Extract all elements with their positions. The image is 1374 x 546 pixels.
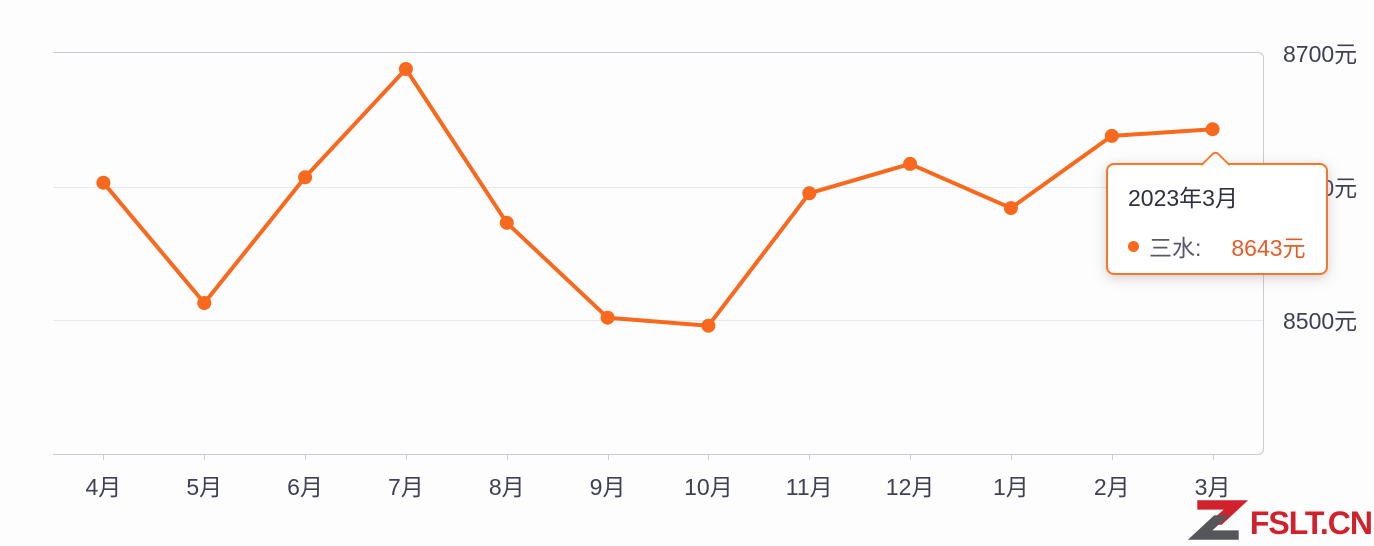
x-axis-label: 11月	[785, 474, 833, 500]
x-axis-tick	[809, 454, 811, 460]
data-point[interactable]	[600, 310, 615, 325]
x-axis-label: 5月	[186, 474, 223, 500]
fslt-logo-icon	[1187, 500, 1248, 540]
tooltip-series-value: 8643元	[1231, 235, 1306, 261]
y-axis-label: 8500元	[1283, 308, 1358, 335]
x-axis-tick	[506, 454, 508, 460]
x-axis-tick	[607, 454, 609, 460]
x-axis-tick	[1010, 454, 1012, 460]
data-point[interactable]	[701, 318, 716, 333]
data-point[interactable]	[903, 156, 918, 171]
tooltip-title: 2023年3月	[1128, 185, 1238, 211]
tooltip-series-row: 三水: 8643元	[1128, 229, 1312, 263]
series-marker-dot-icon	[1128, 240, 1139, 252]
x-axis-tick	[405, 454, 407, 460]
watermark-text: FSLT.CN	[1249, 505, 1373, 541]
x-axis-label: 6月	[287, 474, 323, 500]
x-axis-label: 2月	[1093, 474, 1130, 500]
x-axis-tick	[204, 454, 206, 460]
data-point[interactable]	[802, 186, 817, 201]
x-axis-tick	[103, 454, 105, 460]
data-point[interactable]	[1205, 122, 1220, 137]
data-point[interactable]	[499, 215, 514, 230]
data-point[interactable]	[398, 62, 413, 76]
data-point[interactable]	[298, 170, 313, 185]
data-point[interactable]	[197, 296, 212, 310]
data-point[interactable]	[1003, 201, 1018, 216]
gridline	[53, 186, 1263, 188]
x-axis-label: 9月	[589, 474, 626, 500]
x-axis-tick	[1212, 454, 1214, 460]
data-point[interactable]	[96, 175, 111, 190]
line-series	[96, 62, 1220, 333]
series-line	[101, 67, 1215, 328]
x-axis-label: 10月	[684, 474, 733, 500]
x-axis-label: 8月	[488, 474, 525, 500]
x-axis-tick	[1111, 454, 1113, 460]
x-axis-label: 7月	[388, 474, 424, 500]
y-axis-label: 8700元	[1283, 41, 1358, 67]
x-axis-tick	[708, 454, 710, 460]
x-axis-label: 3月	[1194, 474, 1231, 500]
data-point[interactable]	[1104, 128, 1119, 143]
plot-area[interactable]	[53, 52, 1264, 455]
tooltip: 2023年3月 三水: 8643元	[1106, 149, 1328, 275]
x-axis-label: 1月	[993, 474, 1029, 500]
watermark: FSLT.CN	[1186, 495, 1373, 545]
tooltip-series-label: 三水:	[1149, 235, 1202, 261]
x-axis-label: 12月	[885, 474, 935, 500]
x-axis-tick	[910, 454, 912, 460]
x-axis-label: 4月	[85, 474, 122, 500]
x-axis-tick	[305, 454, 307, 460]
